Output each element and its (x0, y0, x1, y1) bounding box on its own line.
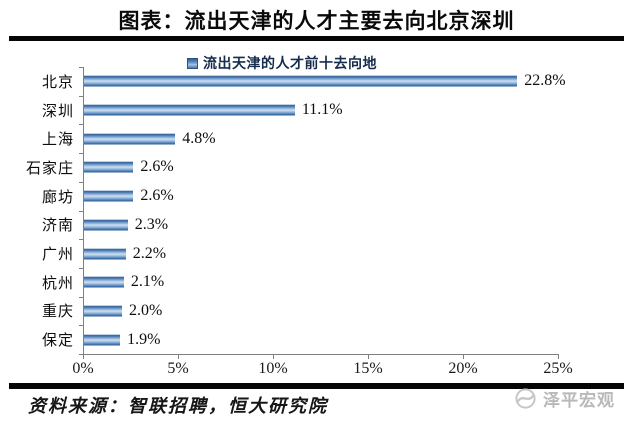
x-axis-tick (273, 355, 274, 359)
category-label: 石家庄 (25, 160, 74, 177)
bar-row: 杭州 2.1% (0, 268, 633, 297)
x-axis-tick (463, 355, 464, 359)
title-divider (9, 36, 624, 41)
category-label: 广州 (41, 247, 74, 264)
bar (84, 305, 122, 317)
value-label: 2.6% (140, 158, 174, 176)
y-axis-tick (79, 296, 83, 298)
bar (84, 334, 121, 346)
legend-swatch-icon (187, 57, 198, 69)
bar (84, 161, 134, 173)
bar-row: 廊坊 2.6% (0, 182, 633, 211)
x-axis-tick (178, 355, 179, 359)
y-axis-tick (79, 95, 83, 97)
bar-row: 保定 1.9% (0, 325, 633, 354)
x-axis-tick (83, 355, 84, 359)
value-label: 2.0% (129, 301, 163, 319)
category-label: 廊坊 (41, 189, 74, 206)
chart-legend: 流出天津的人才前十去向地 (187, 53, 377, 73)
bar (84, 276, 124, 288)
value-label: 2.2% (132, 244, 167, 262)
x-axis-tick (558, 355, 559, 359)
bar (84, 133, 176, 145)
bar (84, 248, 126, 260)
y-axis-tick (79, 153, 83, 155)
category-label: 重庆 (41, 304, 74, 321)
bar-row: 石家庄 2.6% (0, 153, 633, 182)
watermark: 泽平宏观 (514, 386, 615, 411)
x-tick-label: 20% (448, 360, 478, 377)
bar-row: 广州 2.2% (0, 239, 633, 268)
y-axis-tick (79, 354, 83, 355)
value-label: 22.8% (524, 72, 566, 90)
category-label: 深圳 (41, 103, 74, 120)
bar (84, 104, 295, 116)
zeping-macro-logo-icon (515, 388, 536, 409)
y-axis-tick (79, 181, 83, 183)
legend-label: 流出天津的人才前十去向地 (203, 57, 377, 72)
bar-row: 北京 22.8% (0, 67, 633, 96)
value-label: 11.1% (301, 101, 343, 119)
bar-row: 深圳 11.1% (0, 96, 633, 125)
x-axis-tick (368, 355, 369, 359)
y-axis-tick (79, 210, 83, 212)
category-label: 上海 (41, 132, 74, 149)
y-axis-tick (79, 124, 83, 126)
footer-divider (9, 383, 624, 389)
source-note: 资料来源：智联招聘，恒大研究院 (28, 396, 328, 416)
x-tick-label: 25% (543, 360, 573, 377)
x-tick-label: 0% (72, 360, 94, 377)
bar-row: 重庆 2.0% (0, 297, 633, 326)
value-label: 2.6% (140, 187, 174, 205)
bar-row: 济南 2.3% (0, 211, 633, 240)
y-axis-tick (79, 239, 83, 241)
page-title: 图表：流出天津的人才主要去向北京深圳 (118, 9, 515, 33)
value-label: 1.9% (127, 330, 161, 348)
y-axis-tick (79, 267, 83, 269)
category-label: 北京 (41, 74, 74, 91)
y-axis-tick (79, 67, 83, 68)
y-axis-tick (79, 325, 83, 327)
bar (84, 75, 518, 87)
watermark-text: 泽平宏观 (543, 391, 615, 410)
bar (84, 190, 134, 202)
value-label: 2.3% (134, 215, 169, 233)
x-tick-label: 5% (167, 360, 189, 377)
bar-row: 上海 4.8% (0, 124, 633, 153)
value-label: 2.1% (130, 273, 165, 291)
category-label: 保定 (41, 333, 74, 350)
value-label: 4.8% (182, 129, 216, 147)
x-axis-line (83, 354, 559, 355)
category-label: 济南 (41, 218, 74, 235)
category-label: 杭州 (41, 275, 74, 292)
y-axis-line (83, 67, 84, 354)
bar (84, 219, 128, 231)
x-tick-label: 15% (353, 360, 383, 377)
x-tick-label: 10% (258, 360, 288, 377)
